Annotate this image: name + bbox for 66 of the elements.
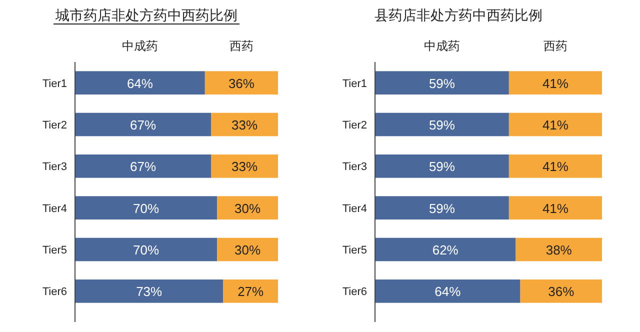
series-label: 西药: [543, 39, 568, 53]
chart-title: 县药店非处方药中西药比例: [374, 7, 542, 23]
bar: [375, 154, 509, 178]
data-label: 70%: [133, 200, 160, 216]
data-label: 30%: [234, 200, 261, 216]
bar: [375, 112, 509, 136]
y-tick-label: Tier5: [42, 244, 67, 256]
data-label: 70%: [133, 242, 160, 258]
y-tick-label: Tier1: [42, 78, 67, 90]
bar: [75, 196, 218, 220]
data-label: 67%: [130, 118, 156, 132]
bar: [508, 71, 602, 94]
data-label: 59%: [428, 76, 456, 91]
y-tick-label: Tier6: [42, 286, 67, 298]
bar: [508, 112, 602, 136]
y-tick-label: Tier2: [42, 120, 67, 132]
bar: [75, 112, 212, 136]
bar: [375, 280, 520, 303]
y-tick-label: Tier4: [42, 202, 67, 215]
chart-title: 城市药店非处方药中西药比例: [54, 7, 238, 23]
data-label: 30%: [234, 242, 261, 258]
y-tick-label: Tier6: [342, 286, 367, 298]
series-label: 中成药: [122, 39, 158, 53]
bar: [508, 154, 602, 178]
bar: [508, 196, 602, 220]
y-tick-label: Tier4: [342, 202, 367, 215]
bar: [375, 238, 516, 262]
data-label: 64%: [434, 284, 462, 300]
data-label: 41%: [542, 200, 569, 216]
bar: [520, 280, 602, 303]
bar: [375, 196, 509, 220]
data-label: 36%: [548, 284, 575, 300]
data-label: 59%: [428, 159, 456, 174]
bar: [75, 280, 224, 303]
data-label: 33%: [231, 118, 258, 132]
data-label: 73%: [136, 284, 163, 300]
data-label: 38%: [546, 242, 572, 258]
bar: [516, 238, 602, 262]
data-label: 64%: [126, 76, 154, 91]
data-label: 62%: [432, 242, 459, 258]
bar: [375, 71, 509, 94]
data-label: 67%: [130, 159, 156, 174]
data-label: 36%: [228, 76, 255, 91]
data-label: 41%: [542, 76, 569, 91]
bar: [75, 71, 205, 94]
bar: [217, 196, 278, 220]
y-tick-label: Tier3: [42, 161, 67, 174]
data-label: 41%: [542, 118, 569, 132]
data-label: 41%: [542, 159, 569, 174]
bar: [75, 154, 212, 178]
series-label: 西药: [229, 39, 254, 53]
data-label: 59%: [428, 200, 456, 216]
y-tick-label: Tier3: [342, 161, 367, 174]
y-tick-label: Tier5: [342, 244, 367, 256]
y-tick-label: Tier1: [342, 78, 367, 90]
data-label: 33%: [231, 159, 258, 174]
bar: [223, 280, 278, 303]
bar: [211, 154, 278, 178]
data-label: 27%: [238, 284, 264, 300]
bar: [75, 238, 218, 262]
y-tick-label: Tier2: [342, 120, 367, 132]
bar: [204, 71, 278, 94]
bar: [211, 112, 278, 136]
data-label: 59%: [428, 118, 456, 132]
series-label: 中成药: [424, 39, 460, 53]
bar: [217, 238, 278, 262]
